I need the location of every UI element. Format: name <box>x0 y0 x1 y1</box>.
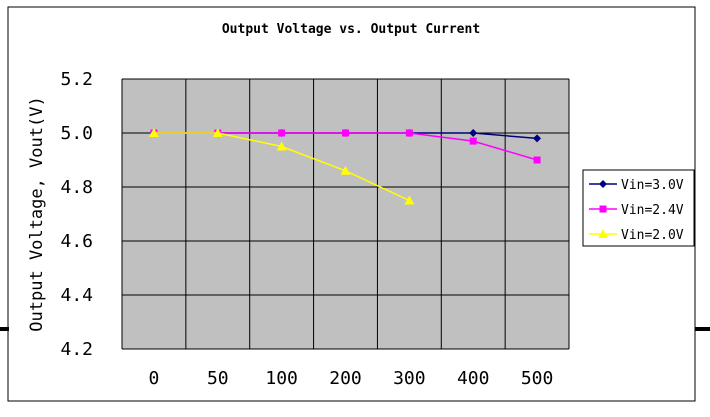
legend-item: Vin=3.0V <box>589 178 684 193</box>
data-point <box>533 134 542 143</box>
data-point <box>148 128 159 137</box>
data-point <box>276 141 287 151</box>
data-point <box>404 195 415 205</box>
data-point <box>212 128 223 137</box>
data-point <box>598 229 608 238</box>
legend-item: Vin=2.4V <box>589 203 684 218</box>
x-tick-label: 400 <box>457 368 490 389</box>
data-point <box>533 156 541 164</box>
data-point <box>469 129 478 137</box>
x-tick-label: 100 <box>265 368 298 389</box>
series-layer <box>148 128 542 205</box>
y-tick-label: 4.8 <box>60 177 93 198</box>
x-tick-label: 50 <box>207 368 229 389</box>
data-point <box>599 205 607 213</box>
x-tick-label: 300 <box>393 368 426 389</box>
y-axis-label: Output Voltage, Vout(V) <box>27 96 47 331</box>
y-tick-label: 5.0 <box>60 123 93 144</box>
edge-mark-left <box>0 327 9 331</box>
legend: Vin=3.0V Vin=2.4V Vin=2.0V <box>582 169 695 247</box>
x-tick-label: 0 <box>149 368 160 389</box>
legend-label: Vin=2.4V <box>621 203 684 218</box>
data-point <box>340 165 351 175</box>
x-tick-label: 200 <box>329 368 362 389</box>
data-point <box>599 180 607 188</box>
data-point <box>278 129 286 137</box>
y-tick-label: 4.2 <box>60 339 93 360</box>
chart-title: Output Voltage vs. Output Current <box>222 22 480 37</box>
y-tick-label: 4.4 <box>60 285 93 306</box>
x-tick-labels: 0 50 100 200 300 400 500 <box>149 368 554 389</box>
plot-area <box>122 79 569 349</box>
y-tick-label: 5.2 <box>60 69 93 90</box>
legend-item: Vin=2.0V <box>589 228 684 243</box>
y-tick-labels: 4.2 4.4 4.6 4.8 5.0 5.2 <box>60 69 93 360</box>
data-point <box>469 137 477 145</box>
y-tick-label: 4.6 <box>60 231 93 252</box>
x-tick-label: 500 <box>521 368 554 389</box>
data-point <box>342 129 349 137</box>
data-point <box>405 129 413 137</box>
legend-label: Vin=2.0V <box>621 228 684 243</box>
series-3 <box>148 128 415 205</box>
grid <box>121 78 570 350</box>
edge-mark-right <box>695 327 710 331</box>
legend-label: Vin=3.0V <box>621 178 684 193</box>
